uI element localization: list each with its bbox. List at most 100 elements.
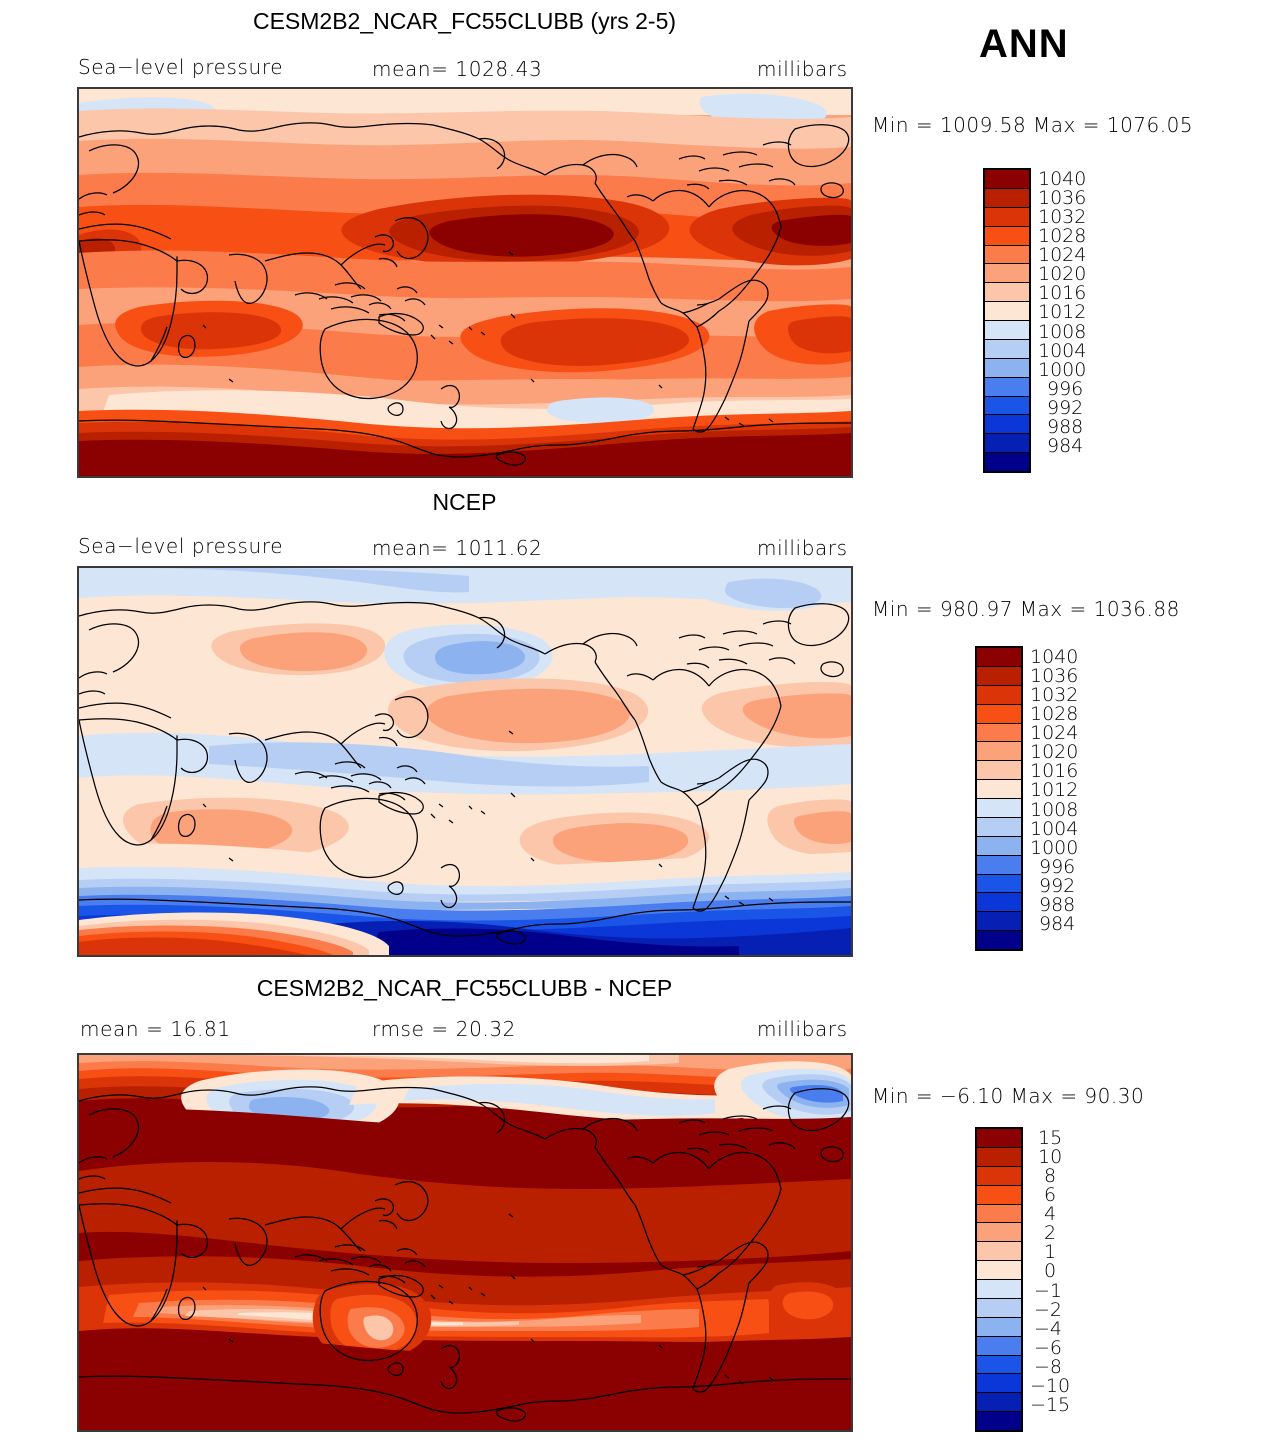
colorbar-band	[985, 415, 1029, 435]
colorbar-tick: 6	[1044, 1184, 1057, 1207]
colorbar-tick: 1012	[1030, 779, 1079, 802]
colorbar-band	[977, 648, 1021, 667]
map-obs-canvas	[79, 568, 851, 955]
colorbar-band	[985, 434, 1029, 454]
colorbar-band	[977, 893, 1021, 913]
colorbar-band	[977, 817, 1021, 837]
colorbar-band	[977, 836, 1021, 856]
colorbar-tick: 1004	[1038, 339, 1087, 362]
diff-coastlines	[79, 1086, 851, 1422]
colorbar-band	[977, 761, 1021, 781]
colorbar-tick: 1008	[1038, 320, 1087, 343]
colorbar-band	[977, 1261, 1021, 1280]
panel-obs-variable-label: Sea−level pressure	[78, 534, 284, 558]
colorbar-band	[977, 1412, 1021, 1430]
colorbar-band	[977, 912, 1021, 932]
obs-coastlines	[79, 601, 851, 945]
colorbar-band	[985, 396, 1029, 416]
panel-model-minmax: Min = 1009.58 Max = 1076.05	[872, 113, 1194, 137]
colorbar-band	[977, 1393, 1021, 1413]
colorbar-tick: 996	[1047, 377, 1084, 400]
colorbar-band	[985, 302, 1029, 321]
colorbar-tick: 1016	[1038, 282, 1087, 305]
colorbar-band	[985, 321, 1029, 340]
colorbar-obs[interactable]	[975, 646, 1023, 951]
colorbar-band	[977, 874, 1021, 894]
colorbar-band	[977, 799, 1021, 818]
colorbar-band	[977, 1355, 1021, 1375]
colorbar-tick: 1004	[1030, 817, 1079, 840]
panel-model-title: CESM2B2_NCAR_FC55CLUBB (yrs 2-5)	[252, 8, 677, 34]
colorbar-band	[985, 358, 1029, 378]
colorbar-tick: 4	[1044, 1203, 1057, 1226]
panel-obs-minmax: Min = 980.97 Max = 1036.88	[872, 597, 1180, 621]
panel-diff-minmax: Min = −6.10 Max = 90.30	[872, 1084, 1145, 1108]
colorbar-tick: 1040	[1030, 646, 1079, 668]
colorbar-band	[977, 1129, 1021, 1148]
colorbar-band	[977, 931, 1021, 949]
colorbar-model-labels: 1040 1036 1032 1028 1024 1020 1016 1012 …	[1038, 170, 1086, 456]
map-model-canvas	[79, 89, 851, 476]
colorbar-tick: 1032	[1038, 206, 1087, 229]
colorbar-band	[977, 780, 1021, 799]
map-obs	[77, 566, 853, 957]
colorbar-tick: −10	[1030, 1374, 1071, 1397]
colorbar-band	[977, 1298, 1021, 1318]
colorbar-band	[977, 666, 1021, 686]
colorbar-band	[977, 704, 1021, 724]
colorbar-band	[977, 1147, 1021, 1167]
colorbar-tick: 996	[1039, 855, 1076, 878]
panel-model-mean-label: mean= 1028.43	[372, 57, 543, 81]
colorbar-band	[977, 1374, 1021, 1394]
colorbar-tick: 1028	[1038, 225, 1087, 248]
colorbar-tick: −8	[1034, 1355, 1063, 1378]
colorbar-tick: 1020	[1030, 741, 1079, 764]
panel-obs-units-label: millibars	[757, 536, 848, 560]
panel-diff-rmse-label: rmse = 20.32	[372, 1017, 517, 1041]
colorbar-tick: 1036	[1030, 665, 1079, 688]
colorbar-band	[977, 723, 1021, 743]
colorbar-diff[interactable]	[975, 1127, 1023, 1432]
colorbar-tick: −1	[1034, 1279, 1063, 1302]
colorbar-tick: 984	[1047, 434, 1084, 457]
colorbar-band	[977, 1317, 1021, 1337]
colorbar-tick: 8	[1044, 1165, 1057, 1188]
colorbar-tick: 1016	[1030, 760, 1079, 783]
colorbar-tick: 984	[1039, 912, 1076, 935]
colorbar-model[interactable]	[983, 168, 1031, 473]
colorbar-tick: 1020	[1038, 263, 1087, 286]
map-model	[77, 87, 853, 478]
colorbar-band	[977, 1242, 1021, 1262]
obs-fill-layer	[79, 568, 851, 955]
colorbar-tick: 1	[1044, 1241, 1057, 1264]
colorbar-band	[977, 1204, 1021, 1224]
colorbar-band	[985, 453, 1029, 471]
colorbar-tick: 992	[1047, 396, 1084, 419]
map-diff	[77, 1053, 853, 1432]
colorbar-obs-labels: 1040 1036 1032 1028 1024 1020 1016 1012 …	[1030, 648, 1078, 934]
colorbar-band	[985, 207, 1029, 227]
map-diff-canvas	[79, 1055, 851, 1430]
colorbar-band	[985, 245, 1029, 265]
colorbar-band	[977, 1280, 1021, 1299]
colorbar-band	[985, 188, 1029, 208]
season-label: ANN	[979, 22, 1069, 66]
colorbar-band	[985, 264, 1029, 284]
model-coastlines	[79, 122, 851, 466]
colorbar-tick: 1008	[1030, 798, 1079, 821]
colorbar-band	[985, 377, 1029, 397]
diff-fill-layer	[79, 1055, 851, 1430]
colorbar-band	[985, 283, 1029, 303]
colorbar-band	[985, 339, 1029, 359]
colorbar-tick: 1040	[1038, 168, 1087, 190]
panel-obs-title: NCEP	[432, 489, 497, 515]
colorbar-tick: 1028	[1030, 703, 1079, 726]
colorbar-tick: 0	[1044, 1260, 1057, 1283]
panel-diff-title: CESM2B2_NCAR_FC55CLUBB - NCEP	[256, 975, 673, 1001]
colorbar-tick: 10	[1038, 1146, 1063, 1169]
colorbar-tick: 992	[1039, 874, 1076, 897]
colorbar-tick: 1012	[1038, 301, 1087, 324]
panel-model-variable-label: Sea−level pressure	[78, 55, 284, 79]
colorbar-band	[977, 1336, 1021, 1356]
colorbar-band	[977, 855, 1021, 875]
